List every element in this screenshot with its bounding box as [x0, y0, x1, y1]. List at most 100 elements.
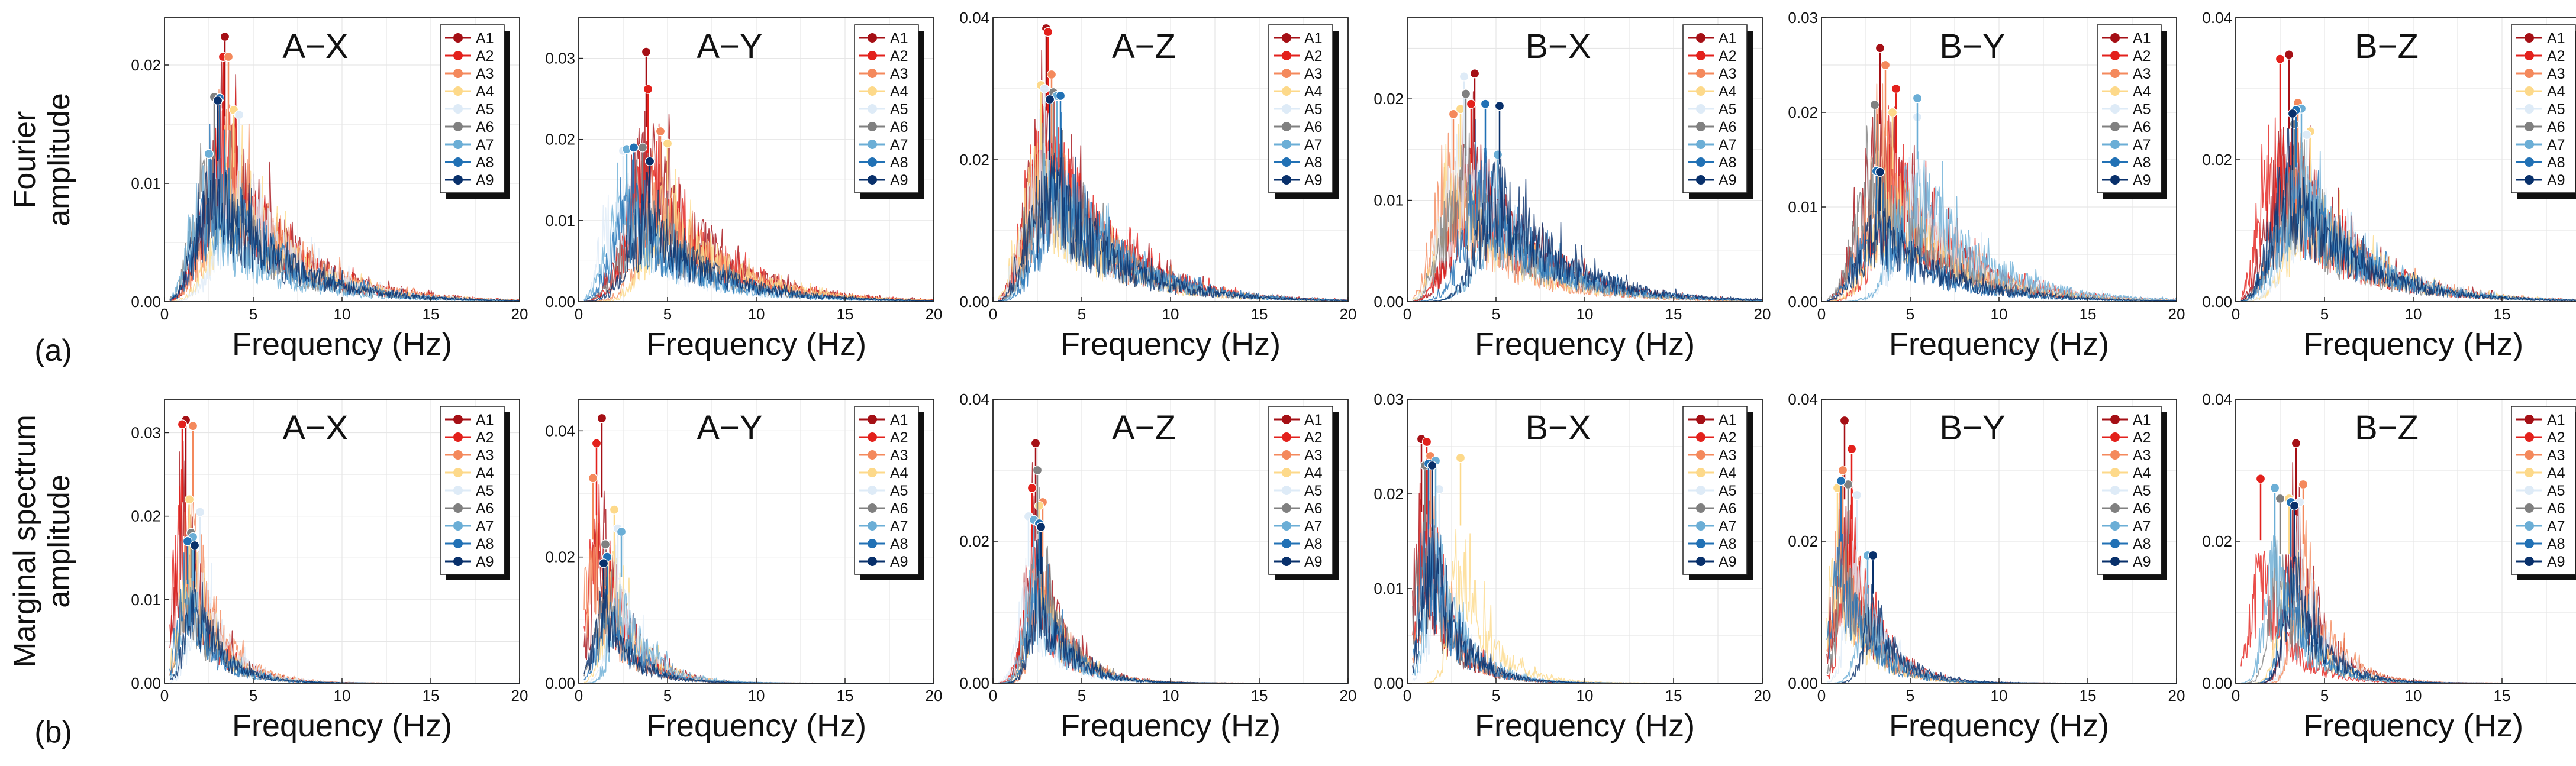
legend-marker	[2525, 86, 2534, 96]
legend-label: A2	[1304, 48, 1323, 64]
legend-marker	[1282, 122, 1291, 131]
panel-title: B−Z	[2355, 409, 2419, 447]
peak-marker-a9	[189, 540, 200, 551]
x-axis-label: Frequency (Hz)	[646, 708, 866, 744]
legend-label: A2	[890, 429, 908, 446]
legend-marker	[453, 104, 463, 114]
legend-label: A1	[890, 30, 908, 47]
series-line-a8	[1412, 119, 1763, 302]
legend-label: A8	[2133, 154, 2151, 171]
y-tick-label: 0.03	[545, 50, 575, 67]
legend-marker	[1696, 140, 1705, 149]
legend-label: A9	[890, 172, 908, 189]
panel-title: A−Z	[1112, 409, 1176, 447]
legend-marker	[868, 486, 877, 495]
legend-label: A8	[2547, 536, 2565, 552]
legend-label: A3	[1304, 447, 1323, 464]
peak-marker-a3	[1837, 465, 1848, 476]
legend-marker	[1282, 86, 1291, 96]
legend-marker	[1282, 539, 1291, 548]
x-tick-label: 5	[1906, 687, 1914, 704]
legend-label: A8	[2133, 536, 2151, 552]
peak-marker-a7	[204, 148, 214, 159]
panel-title: A−X	[282, 27, 348, 66]
legend-label: A9	[2133, 554, 2151, 570]
panel-title: A−Y	[697, 27, 762, 66]
row-label: Fourier amplitude	[8, 93, 76, 226]
legend-marker	[2525, 33, 2534, 43]
legend-marker	[1282, 432, 1291, 442]
x-axis-label: Frequency (Hz)	[646, 327, 866, 362]
peak-marker-a9	[2287, 108, 2298, 119]
peak-marker-a9	[1868, 550, 1878, 561]
peak-marker-a2	[1043, 27, 1053, 37]
legend-label: A8	[476, 154, 494, 171]
peak-marker-a4	[1455, 104, 1466, 114]
legend-label: A6	[476, 500, 494, 517]
legend-label: A4	[2547, 83, 2565, 100]
legend-label: A5	[2133, 101, 2151, 118]
legend-marker	[1282, 104, 1291, 114]
legend-marker	[868, 157, 877, 167]
legend-label: A3	[2133, 66, 2151, 82]
panel-title: A−Y	[697, 409, 762, 447]
y-tick-label: 0.02	[959, 151, 989, 169]
legend-label: A9	[2547, 172, 2565, 189]
peak-marker-a2	[1421, 437, 1432, 447]
legend-label: A3	[890, 66, 908, 82]
legend-marker	[1696, 69, 1705, 78]
legend-label: A3	[2547, 66, 2565, 82]
peak-markers	[2275, 50, 2316, 185]
legend-marker	[453, 86, 463, 96]
legend-label: A3	[2547, 447, 2565, 464]
legend-marker	[1696, 86, 1705, 96]
legend-marker	[2110, 140, 2120, 149]
x-tick-label: 20	[1754, 305, 1771, 323]
legend-marker	[1696, 415, 1705, 424]
peak-marker-a9	[1036, 522, 1046, 532]
legend-label: A6	[1304, 500, 1323, 517]
legend-marker	[2110, 86, 2120, 96]
legend-marker	[2525, 157, 2534, 167]
legend-marker	[2525, 415, 2534, 424]
legend-label: A6	[476, 119, 494, 135]
legend-label: A6	[2547, 500, 2565, 517]
x-axis-label: Frequency (Hz)	[232, 327, 452, 362]
legend-label: A6	[890, 119, 908, 135]
legend-marker	[453, 140, 463, 149]
legend-marker	[2525, 521, 2534, 531]
legend-label: A7	[2547, 518, 2565, 535]
y-tick-label: 0.01	[545, 212, 575, 230]
legend-marker	[1282, 51, 1291, 60]
legend-marker	[2110, 33, 2120, 43]
panel-title: B−Y	[1939, 409, 2005, 447]
legend-marker	[2110, 450, 2120, 460]
y-tick-label: 0.00	[131, 674, 161, 692]
panel-title: A−X	[282, 409, 348, 447]
legend-label: A2	[2547, 429, 2565, 446]
legend-label: A5	[476, 483, 494, 499]
chart-panel-4: 0 5 10 15 20 0.00 0.01 0.02 0.03 Frequency (Hz) B−…	[1788, 9, 2185, 362]
x-tick-label: 10	[1991, 687, 2008, 704]
peak-markers	[177, 415, 205, 587]
legend-label: A9	[476, 554, 494, 570]
legend-marker	[1696, 104, 1705, 114]
y-tick-label: 0.00	[1788, 674, 1818, 692]
x-tick-label: 20	[1754, 687, 1771, 704]
legend-label: A2	[1304, 429, 1323, 446]
legend-marker	[2110, 51, 2120, 60]
x-tick-label: 0	[160, 687, 169, 704]
legend-marker	[2110, 69, 2120, 78]
legend-marker	[453, 175, 463, 185]
peak-marker-a5	[2301, 130, 2312, 140]
peak-marker-a5	[195, 507, 205, 517]
legend-label: A1	[476, 412, 494, 428]
legend-marker	[868, 468, 877, 477]
peak-marker-a6	[2275, 493, 2285, 504]
legend-label: A4	[2547, 465, 2565, 481]
